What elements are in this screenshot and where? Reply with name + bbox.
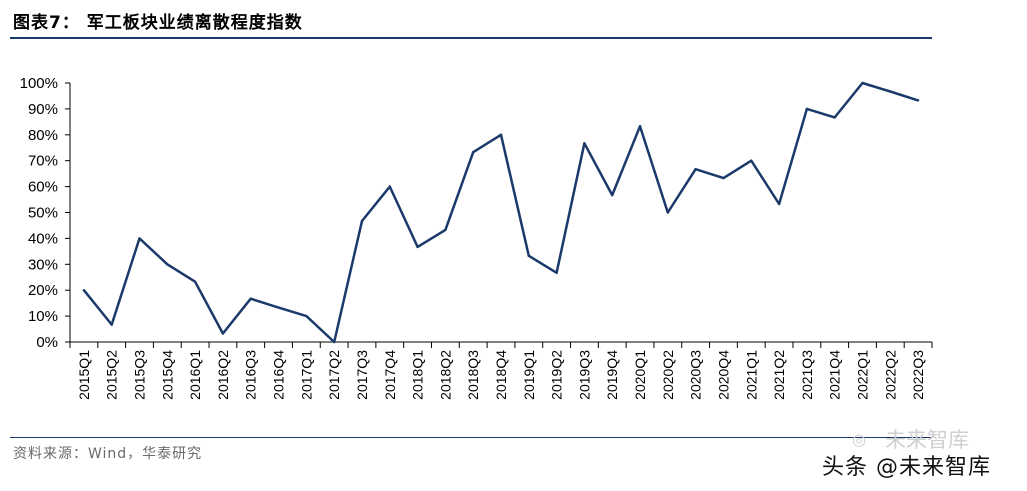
data-point — [722, 176, 725, 180]
x-tick-label: 2018Q1 — [410, 350, 426, 400]
data-point — [249, 297, 252, 300]
y-axis: 0% 10% 20% 30% 40% 50% 60% 70% 80% 90% 100% — [20, 75, 71, 351]
x-tick-label: 2018Q4 — [493, 350, 509, 400]
x-tick-label: 2018Q2 — [437, 350, 453, 400]
x-tick-label: 2015Q3 — [132, 350, 148, 400]
watermark-ghost: 未来智库 — [885, 428, 969, 452]
data-point — [750, 159, 753, 162]
data-point — [861, 81, 864, 85]
x-tick-label: 2015Q4 — [159, 350, 175, 400]
data-point — [611, 193, 614, 197]
data-point — [416, 245, 419, 249]
data-point — [332, 340, 336, 344]
x-tick-label: 2019Q2 — [549, 350, 565, 400]
x-tick-label: 2017Q2 — [326, 350, 342, 400]
data-point — [916, 99, 920, 102]
y-tick-label: 70% — [28, 153, 58, 170]
data-point — [166, 263, 169, 266]
y-tick-label: 80% — [28, 127, 58, 144]
x-tick-label: 2017Q3 — [354, 350, 370, 400]
x-tick-label: 2019Q4 — [604, 350, 620, 400]
x-tick-label: 2019Q3 — [576, 350, 592, 400]
data-point — [471, 150, 475, 154]
y-tick-label: 0% — [36, 334, 58, 351]
y-tick-label: 60% — [28, 179, 58, 196]
data-point — [583, 142, 586, 145]
x-tick-label: 2017Q4 — [382, 350, 398, 400]
y-tick-label: 90% — [28, 101, 58, 118]
data-point — [777, 202, 781, 206]
x-tick-label: 2022Q2 — [882, 350, 898, 400]
x-tick-label: 2022Q3 — [910, 350, 926, 400]
x-tick-label: 2020Q3 — [688, 350, 704, 400]
y-tick-label: 10% — [28, 308, 58, 325]
x-tick-label: 2017Q1 — [298, 350, 314, 400]
x-tick-label: 2016Q3 — [243, 350, 259, 400]
data-point — [889, 90, 892, 93]
x-tick-label: 2018Q3 — [465, 350, 481, 400]
y-tick-label: 20% — [28, 282, 58, 299]
x-tick-label: 2020Q2 — [660, 350, 676, 400]
x-tick-label: 2022Q1 — [854, 350, 870, 400]
line-chart: 0% 10% 20% 30% 40% 50% 60% 70% 80% 90% 100% 2015Q1… — [20, 75, 933, 400]
data-point — [666, 211, 670, 214]
data-point — [555, 271, 558, 275]
data-point — [694, 168, 697, 171]
data-point — [638, 125, 642, 128]
data-point — [277, 306, 280, 309]
data-point — [221, 332, 225, 335]
y-tick-label: 30% — [28, 256, 58, 273]
x-tick-label: 2020Q4 — [715, 350, 731, 400]
x-tick-label: 2021Q3 — [799, 350, 815, 400]
data-point — [138, 237, 141, 240]
x-tick-label: 2020Q1 — [632, 350, 648, 400]
x-tick-label: 2021Q1 — [743, 350, 759, 400]
x-tick-label: 2016Q4 — [271, 350, 287, 400]
x-tick-label: 2016Q2 — [215, 350, 231, 400]
data-point — [499, 133, 503, 136]
x-tick-label: 2015Q2 — [104, 350, 120, 400]
data-point — [305, 314, 308, 318]
x-tick-label: 2021Q4 — [827, 350, 843, 400]
data-point — [833, 116, 836, 119]
data-point — [527, 254, 531, 257]
top-rule — [10, 37, 932, 39]
bottom-rule — [10, 437, 932, 438]
data-point — [82, 289, 86, 292]
source-note: 资料来源：Wind，华泰研究 — [13, 446, 203, 462]
x-tick-label: 2015Q1 — [76, 350, 92, 400]
x-tick-label: 2019Q1 — [521, 350, 537, 400]
x-tick-label: 2021Q2 — [771, 350, 787, 400]
y-tick-label: 40% — [28, 230, 58, 247]
figure-title: 图表7： 军工板块业绩离散程度指数 — [13, 13, 303, 33]
data-point — [805, 107, 809, 111]
x-tick-label: 2016Q1 — [187, 350, 203, 400]
data-point — [388, 185, 391, 188]
data-point — [110, 323, 113, 326]
wechat-icon: ◎ — [852, 430, 866, 449]
plot-area — [82, 81, 920, 344]
watermark-brand: 头条 @未来智库 — [822, 455, 991, 480]
series-line — [82, 81, 919, 344]
data-point — [444, 228, 447, 232]
y-tick-label: 100% — [20, 75, 58, 92]
data-point — [360, 219, 364, 223]
data-point — [193, 280, 197, 283]
x-axis: 2015Q1 2015Q2 2015Q3 2015Q4 2016Q1 2016Q2 2016… — [69, 341, 933, 400]
y-tick-label: 50% — [28, 205, 58, 222]
